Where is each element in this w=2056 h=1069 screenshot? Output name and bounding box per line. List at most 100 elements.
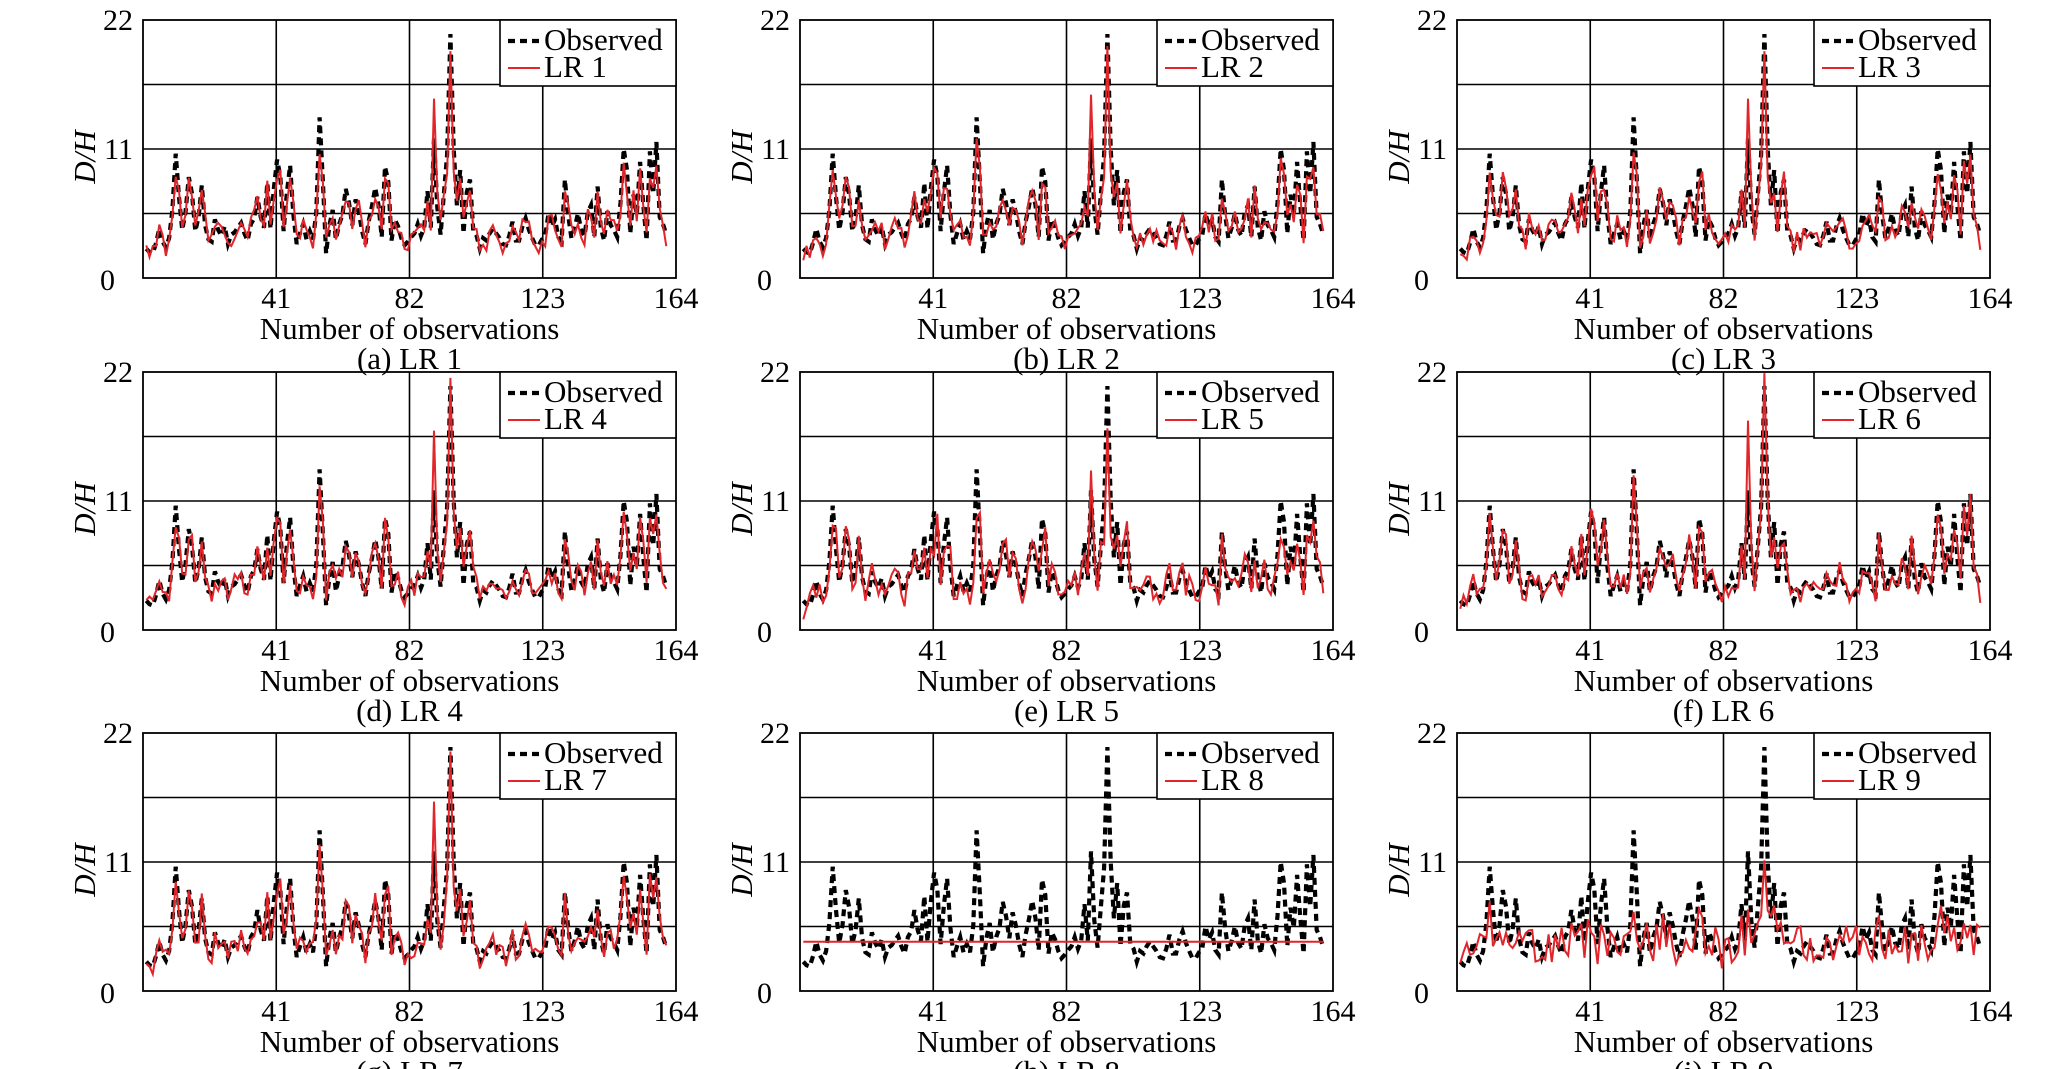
y-axis-label: D/H: [1381, 842, 1416, 898]
y-tick-label: 0: [757, 977, 772, 1010]
x-axis-label: Number of observations: [260, 1024, 560, 1059]
y-tick-label: 0: [1414, 264, 1429, 297]
series-model-line: [1459, 51, 1982, 262]
legend-label-observed: Observed: [1201, 22, 1320, 57]
y-tick-label: 22: [1417, 717, 1447, 750]
legend-label-model: LR 4: [544, 401, 607, 436]
series-model-line: [1459, 860, 1981, 969]
plot-frame: [142, 19, 677, 279]
y-axis-label: D/H: [724, 129, 759, 185]
plot-frame: [1456, 732, 1991, 992]
x-tick-label: 164: [1311, 282, 1356, 315]
x-tick-label: 123: [1177, 995, 1222, 1028]
legend-box: [1156, 19, 1334, 87]
x-tick-label: 82: [1709, 282, 1739, 315]
panel-caption: (a) LR 1: [357, 341, 462, 376]
plot-area: [801, 747, 1326, 970]
y-tick-label: 0: [100, 616, 115, 649]
y-axis-label: D/H: [67, 481, 102, 537]
y-tick-label: 11: [761, 133, 790, 166]
plot-area: [801, 386, 1326, 620]
x-tick-label: 41: [261, 634, 291, 667]
plot-area: [1458, 373, 1983, 610]
chart-panel-a: 0 11 22 41 82 123 164 Number of observations D/H…: [67, 4, 699, 376]
y-tick-label: 0: [757, 616, 772, 649]
legend-label-model: LR 1: [544, 49, 607, 84]
y-tick-label: 0: [100, 264, 115, 297]
x-tick-label: 164: [1311, 995, 1356, 1028]
panel-caption: (e) LR 5: [1014, 693, 1119, 728]
y-tick-label: 0: [1414, 977, 1429, 1010]
x-tick-label: 82: [1709, 634, 1739, 667]
x-tick-label: 164: [1968, 282, 2013, 315]
legend-label-model: LR 5: [1201, 401, 1264, 436]
x-tick-label: 82: [1052, 634, 1082, 667]
series-model-line: [802, 45, 1325, 261]
y-tick-label: 22: [1417, 4, 1447, 37]
x-tick-label: 164: [654, 282, 699, 315]
plot-area: [144, 377, 669, 609]
legend-box: [499, 371, 677, 439]
x-tick-label: 123: [1834, 282, 1879, 315]
x-tick-label: 164: [1968, 995, 2013, 1028]
panel-caption: (g) LR 7: [356, 1054, 463, 1069]
x-tick-label: 41: [1575, 995, 1605, 1028]
y-tick-label: 0: [1414, 616, 1429, 649]
legend-label-model: LR 3: [1858, 49, 1921, 84]
x-tick-label: 164: [654, 995, 699, 1028]
panel-caption: (d) LR 4: [356, 693, 463, 728]
plot-frame: [799, 371, 1334, 631]
x-tick-label: 41: [1575, 634, 1605, 667]
y-axis-label: D/H: [724, 842, 759, 898]
plot-frame: [799, 732, 1334, 992]
plot-area: [144, 34, 669, 261]
x-axis-label: Number of observations: [1574, 311, 1874, 346]
x-tick-label: 164: [654, 634, 699, 667]
plot-frame: [1456, 19, 1991, 279]
plot-area: [1458, 34, 1983, 262]
y-tick-label: 11: [761, 846, 790, 879]
plot-area: [1458, 747, 1983, 970]
panel-caption: (c) LR 3: [1671, 341, 1776, 376]
plot-area: [144, 747, 669, 978]
x-tick-label: 41: [918, 634, 948, 667]
y-axis-label: D/H: [724, 481, 759, 537]
legend-label-model: LR 2: [1201, 49, 1264, 84]
legend-label-model: LR 9: [1858, 762, 1921, 797]
panel-caption: (f) LR 6: [1673, 693, 1775, 728]
x-tick-label: 41: [1575, 282, 1605, 315]
chart-panel-b: 0 11 22 41 82 123 164 Number of observations D/H…: [724, 4, 1356, 376]
panel-caption: (i) LR 9: [1674, 1054, 1774, 1069]
plot-frame: [142, 371, 677, 631]
legend-box: [1156, 732, 1334, 800]
x-tick-label: 82: [395, 282, 425, 315]
y-tick-label: 0: [100, 977, 115, 1010]
chart-panel-i: 0 11 22 41 82 123 164 Number of observations D/H…: [1381, 717, 2013, 1069]
x-axis-label: Number of observations: [1574, 1024, 1874, 1059]
y-axis-label: D/H: [1381, 129, 1416, 185]
chart-panel-c: 0 11 22 41 82 123 164 Number of observations D/H…: [1381, 4, 2013, 376]
legend-label-model: LR 8: [1201, 762, 1264, 797]
x-tick-label: 123: [1177, 282, 1222, 315]
series-model-line: [802, 428, 1325, 620]
legend-label-observed: Observed: [1858, 22, 1977, 57]
y-axis-label: D/H: [67, 842, 102, 898]
y-tick-label: 11: [761, 485, 790, 518]
legend-box: [1813, 732, 1991, 800]
series-model-line: [145, 51, 668, 261]
x-tick-label: 41: [918, 282, 948, 315]
plot-frame: [1456, 371, 1991, 631]
y-tick-label: 22: [760, 4, 790, 37]
y-tick-label: 11: [1418, 846, 1447, 879]
legend-label-observed: Observed: [544, 374, 663, 409]
series-model-line: [145, 377, 668, 609]
legend-box: [1156, 371, 1334, 439]
chart-panel-h: 0 11 22 41 82 123 164 Number of observations D/H…: [724, 717, 1356, 1069]
chart-panel-d: 0 11 22 41 82 123 164 Number of observations D/H…: [67, 356, 699, 728]
x-tick-label: 82: [1052, 282, 1082, 315]
legend-label-model: LR 7: [544, 762, 607, 797]
y-tick-label: 11: [1418, 485, 1447, 518]
x-axis-label: Number of observations: [917, 1024, 1217, 1059]
legend-label-observed: Observed: [544, 735, 663, 770]
